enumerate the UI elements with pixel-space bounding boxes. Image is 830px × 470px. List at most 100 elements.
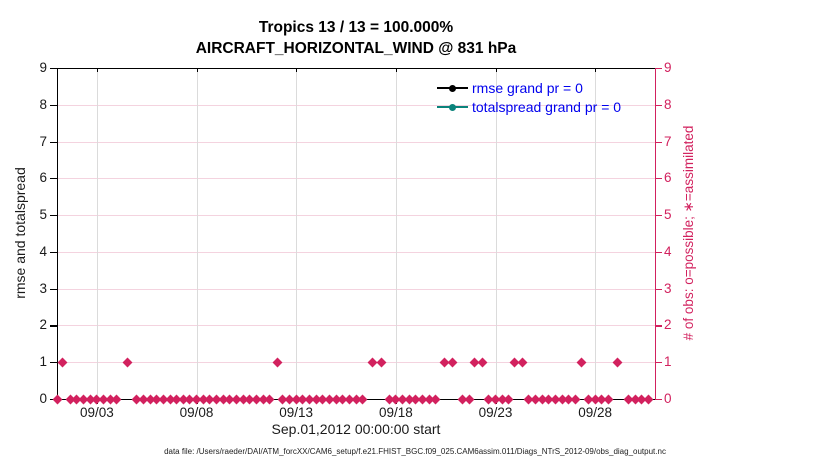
x-tick-mark-top [595, 68, 597, 72]
y-tick-mark-right [655, 141, 662, 143]
gridline-vertical [196, 68, 198, 399]
gridline-horizontal [57, 251, 655, 253]
axis-spine-right [655, 68, 657, 401]
x-tick-label: 09/28 [578, 405, 613, 420]
y-tick-label-right: 9 [664, 60, 672, 75]
y-tick-mark-right [655, 104, 662, 106]
obs-marker [517, 357, 528, 368]
legend-line-sample-totalspread [437, 103, 468, 111]
y-tick-mark-left [50, 178, 57, 180]
y-tick-mark-right [655, 215, 662, 217]
x-tick-label: 09/18 [378, 405, 413, 420]
y-tick-label-left: 2 [39, 317, 47, 333]
y-tick-mark-right [655, 251, 662, 254]
legend-item-totalspread: totalspread grand pr = 0 [437, 99, 621, 115]
gridline-horizontal [57, 288, 655, 290]
x-tick-label: 09/23 [478, 405, 513, 420]
obs-marker [430, 394, 441, 404]
legend-marker-dot-totalspread [449, 103, 456, 111]
gridline-vertical [395, 68, 397, 399]
gridline-vertical [595, 68, 597, 399]
y-tick-label-right: 6 [664, 170, 672, 186]
obs-marker [272, 357, 283, 368]
y-tick-label-right: 3 [664, 280, 672, 296]
gridline-horizontal [57, 141, 655, 143]
y-tick-mark-right [655, 362, 662, 364]
obs-marker [570, 394, 581, 404]
gridline-horizontal [57, 325, 655, 327]
obs-marker [52, 394, 62, 404]
obs-marker [111, 394, 122, 404]
chart-title-line1: Tropics 13 / 13 = 100.000% [258, 19, 454, 36]
y-tick-label-left: 3 [39, 280, 47, 296]
obs-marker [264, 394, 275, 404]
x-tick-label: 09/03 [79, 405, 114, 420]
obs-marker [57, 357, 67, 368]
y-tick-label-left: 7 [39, 133, 47, 149]
obs-marker [376, 357, 387, 368]
y-tick-label-left: 5 [39, 207, 47, 223]
y-tick-mark-left [50, 325, 57, 327]
axis-spine-left [57, 68, 59, 399]
x-axis-label: Sep.01,2012 00:00:00 start [271, 421, 441, 437]
x-tick-label: 09/13 [279, 405, 314, 420]
y-tick-mark-right [655, 399, 662, 401]
gridline-horizontal [57, 215, 655, 217]
y-tick-mark-right [655, 68, 662, 70]
y-tick-mark-left [50, 362, 57, 364]
y-tick-label-right: 0 [664, 391, 672, 406]
legend-item-rmse: rmse grand pr = 0 [437, 80, 621, 96]
chart-title-line2: AIRCRAFT_HORIZONTAL_WIND @ 831 hPa [195, 40, 517, 57]
y-tick-label-right: 8 [664, 96, 672, 112]
legend-label-totalspread: totalspread grand pr = 0 [472, 99, 622, 115]
y-tick-label-left: 6 [39, 170, 47, 186]
x-tick-mark-top [196, 68, 198, 72]
y-tick-label-left: 8 [39, 96, 47, 112]
footer-datafile: data file: /Users/raeder/DAI/ATM_forcXX/… [164, 447, 666, 456]
obs-marker [122, 357, 133, 368]
gridline-horizontal [57, 362, 655, 364]
x-tick-mark-top [96, 68, 99, 72]
y-axis-label-left: rmse and totalspread [12, 167, 28, 299]
y-tick-mark-left [50, 104, 57, 106]
obs-marker [447, 357, 458, 368]
obs-marker [477, 357, 488, 368]
legend-line-sample-rmse [437, 84, 468, 92]
x-tick-mark-top [395, 68, 398, 72]
y-tick-label-right: 2 [664, 317, 672, 333]
obs-marker [643, 394, 654, 404]
gridline-vertical [96, 68, 98, 399]
y-tick-label-right: 7 [664, 133, 672, 149]
y-tick-mark-left [50, 251, 57, 254]
gridline-vertical [296, 68, 298, 399]
obs-marker [503, 394, 514, 404]
x-tick-mark-top [296, 68, 298, 72]
x-tick-label: 09/08 [179, 405, 214, 420]
obs-marker [464, 394, 474, 404]
obs-marker [603, 394, 614, 404]
obs-marker [357, 394, 368, 404]
x-tick-mark-top [495, 68, 497, 72]
y-tick-label-right: 4 [664, 243, 672, 259]
y-tick-label-left: 0 [39, 391, 47, 406]
legend-label-rmse: rmse grand pr = 0 [472, 80, 583, 96]
y-tick-label-right: 1 [664, 354, 672, 370]
y-tick-label-left: 1 [39, 354, 47, 370]
gridline-horizontal [57, 178, 655, 180]
obs-marker [612, 357, 623, 368]
y-tick-mark-left [50, 141, 57, 143]
gridline-vertical [495, 68, 497, 399]
gridline-horizontal [57, 104, 655, 106]
y-tick-label-left: 9 [39, 60, 47, 75]
y-tick-mark-right [655, 288, 662, 290]
y-tick-label-left: 4 [39, 243, 47, 259]
y-tick-mark-right [655, 325, 662, 327]
axis-spine-top [57, 68, 656, 70]
y-tick-mark-left [50, 288, 57, 290]
obs-marker [576, 357, 587, 368]
y-tick-mark-right [655, 178, 662, 180]
y-tick-mark-left [50, 215, 57, 217]
legend-marker-dot-rmse [449, 84, 456, 92]
legend: rmse grand pr = 0 totalspread grand pr =… [437, 80, 621, 118]
